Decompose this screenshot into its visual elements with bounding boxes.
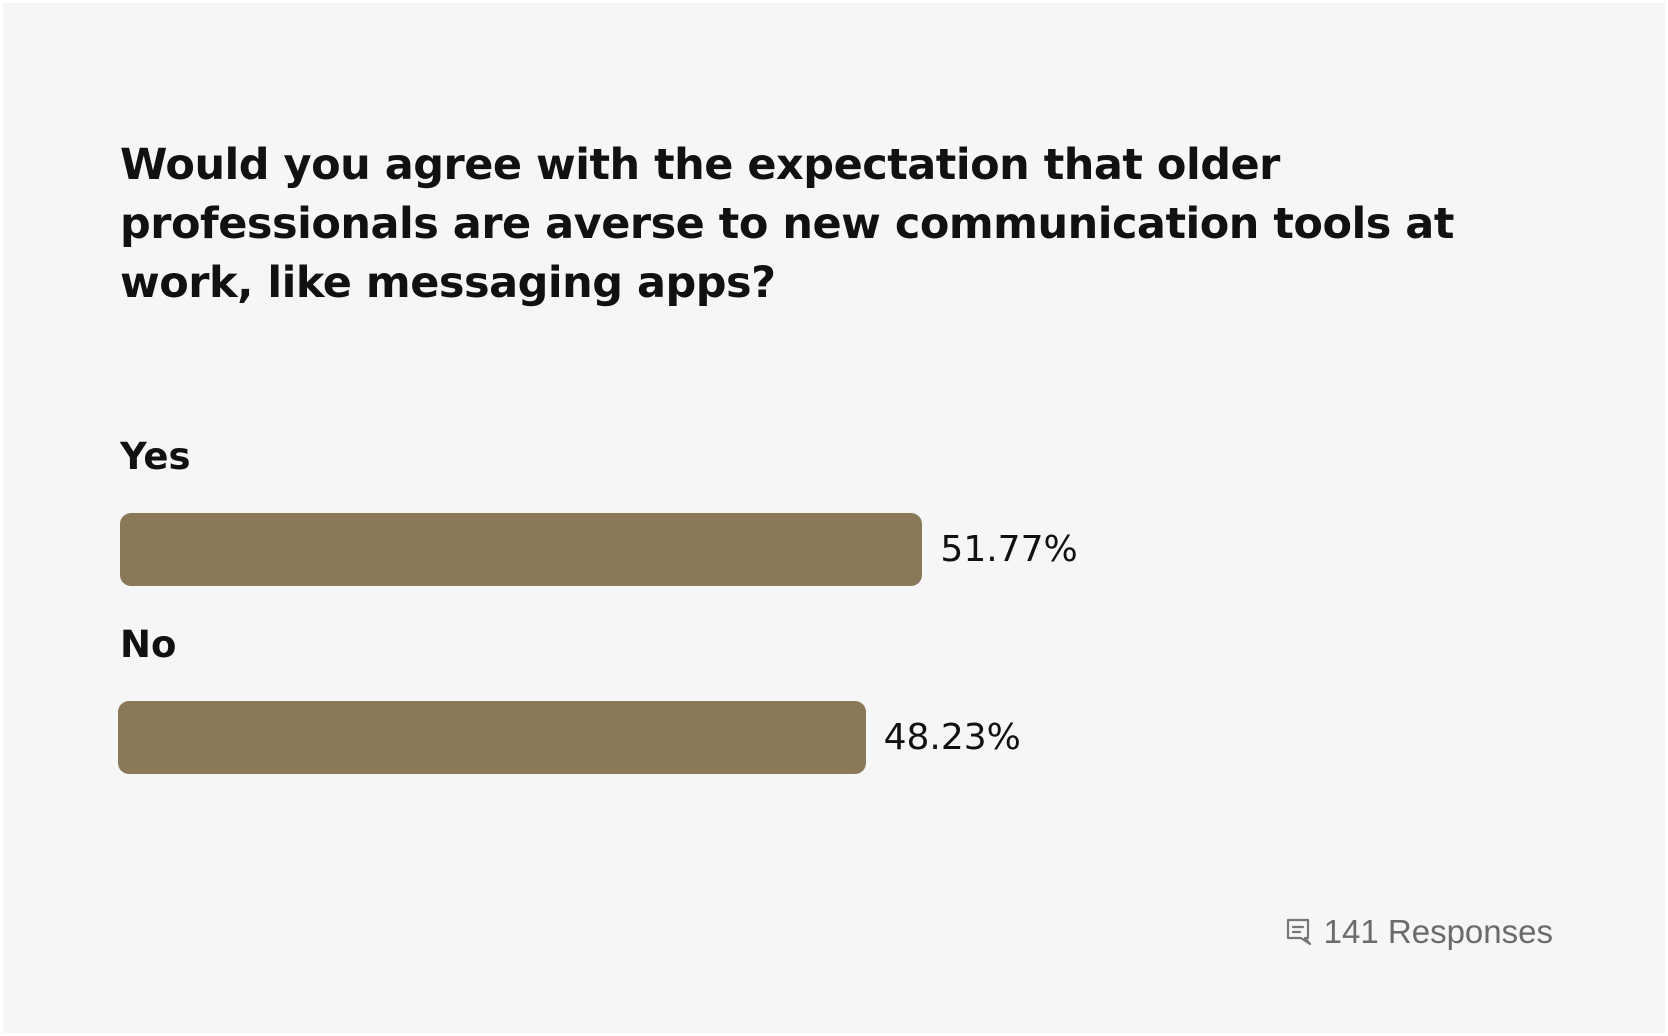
poll-card: Would you agree with the expectation tha… <box>3 3 1665 1033</box>
responses-count: 141 Responses <box>1323 913 1553 950</box>
result-percent-yes: 51.77% <box>940 529 1078 570</box>
comment-icon <box>1284 917 1314 947</box>
responses-footer: 141 Responses <box>1284 910 1553 954</box>
result-percent-no: 48.23% <box>883 717 1021 758</box>
option-label-yes: Yes <box>120 435 191 478</box>
result-bar-no <box>118 701 866 774</box>
result-bar-yes <box>120 513 923 586</box>
option-label-no: No <box>120 623 177 666</box>
poll-results: Yes 51.77% No 48.23% <box>3 3 1665 1033</box>
poll-question: Would you agree with the expectation tha… <box>120 140 1454 308</box>
